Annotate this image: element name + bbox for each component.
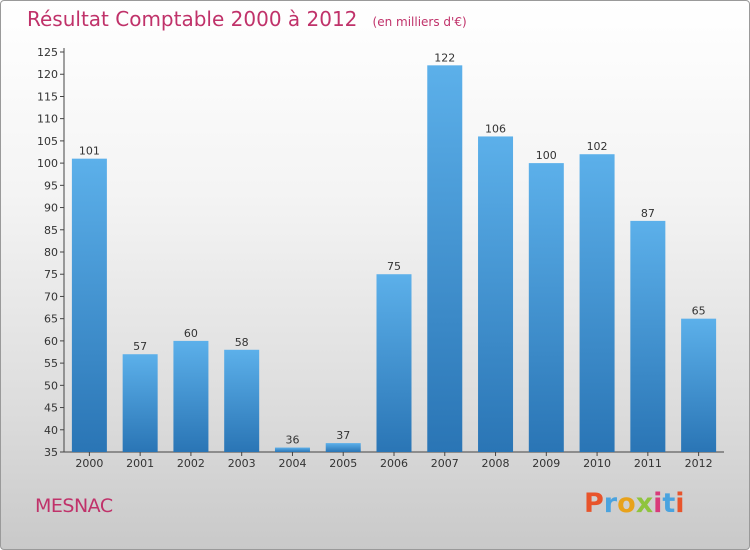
bar-2010	[579, 154, 615, 452]
y-tick-label: 75	[44, 268, 58, 281]
logo-letter: P	[584, 488, 604, 519]
x-tick-label-2010: 2010	[583, 457, 611, 470]
y-tick-label: 70	[44, 290, 58, 303]
value-label-2005: 37	[336, 429, 350, 442]
value-label-2009: 100	[536, 149, 557, 162]
x-tick-label-2004: 2004	[278, 457, 306, 470]
value-label-2007: 122	[434, 51, 455, 64]
value-label-2002: 60	[184, 327, 198, 340]
bar-2003	[224, 349, 260, 452]
y-tick-label: 80	[44, 246, 58, 259]
bars-group	[71, 65, 717, 452]
bar-2009	[528, 163, 564, 452]
chart-subtitle: (en milliers d'€)	[372, 15, 467, 29]
bar-2004	[274, 447, 310, 452]
bar-2002	[173, 340, 209, 452]
bar-2012	[681, 318, 717, 452]
x-tick-label-2000: 2000	[75, 457, 103, 470]
y-tick-label: 110	[37, 113, 58, 126]
value-label-2012: 65	[692, 305, 706, 318]
logo-letter: i	[675, 488, 685, 519]
y-tick-label: 115	[37, 90, 58, 103]
x-tick-label-2006: 2006	[380, 457, 408, 470]
value-label-2011: 87	[641, 207, 655, 220]
y-tick-label: 40	[44, 424, 58, 437]
title-row: Résultat Comptable 2000 à 2012 (en milli…	[27, 7, 467, 31]
bar-2000	[71, 158, 107, 452]
value-label-2010: 102	[587, 140, 608, 153]
logo-letter: o	[617, 488, 636, 519]
proxiti-logo[interactable]: Proxiti	[584, 488, 685, 519]
x-tick-label-2007: 2007	[431, 457, 459, 470]
y-tick-label: 35	[44, 446, 58, 459]
logo-letter: x	[635, 488, 654, 519]
value-label-2008: 106	[485, 122, 506, 135]
y-tick-label: 50	[44, 379, 58, 392]
value-label-2006: 75	[387, 260, 401, 273]
y-axis-ticks: 35 40 45 50 55 60 65 70 75 80 85 90 95 100 105 110 115 12…	[37, 46, 64, 459]
value-labels-group: 101 57 60 58 36 37 75 122 106 100 102 87 65	[79, 51, 706, 446]
logo-letter: r	[603, 488, 618, 519]
y-tick-label: 125	[37, 46, 58, 59]
value-label-2004: 36	[285, 434, 299, 447]
value-label-2001: 57	[133, 340, 147, 353]
y-tick-label: 120	[37, 68, 58, 81]
value-label-2003: 58	[235, 336, 249, 349]
y-tick-label: 45	[44, 402, 58, 415]
x-tick-label-2005: 2005	[329, 457, 357, 470]
bar-2008	[478, 136, 514, 452]
bar-2005	[325, 443, 361, 452]
x-tick-label-2001: 2001	[126, 457, 154, 470]
bar-2001	[122, 354, 158, 452]
y-tick-label: 65	[44, 313, 58, 326]
x-tick-label-2011: 2011	[634, 457, 662, 470]
chart-title: Résultat Comptable 2000 à 2012	[27, 7, 358, 31]
y-tick-label: 85	[44, 224, 58, 237]
logo-letter: t	[662, 488, 676, 519]
x-tick-label-2012: 2012	[685, 457, 713, 470]
x-tick-label-2003: 2003	[228, 457, 256, 470]
bar-2007	[427, 65, 463, 452]
y-tick-label: 105	[37, 135, 58, 148]
y-tick-label: 90	[44, 202, 58, 215]
bar-2006	[376, 274, 412, 452]
y-tick-label: 100	[37, 157, 58, 170]
bar-2011	[630, 220, 666, 452]
value-label-2000: 101	[79, 145, 100, 158]
town-name: MESNAC	[35, 495, 113, 517]
y-tick-label: 60	[44, 335, 58, 348]
x-tick-label-2002: 2002	[177, 457, 205, 470]
logo-letter: i	[653, 488, 663, 519]
y-tick-label: 55	[44, 357, 58, 370]
x-axis-ticks: 2000 2001 2002 2003 2004 2005 2006 2007 2008 2009…	[75, 452, 713, 470]
x-tick-label-2008: 2008	[482, 457, 510, 470]
y-tick-label: 95	[44, 179, 58, 192]
x-tick-label-2009: 2009	[532, 457, 560, 470]
